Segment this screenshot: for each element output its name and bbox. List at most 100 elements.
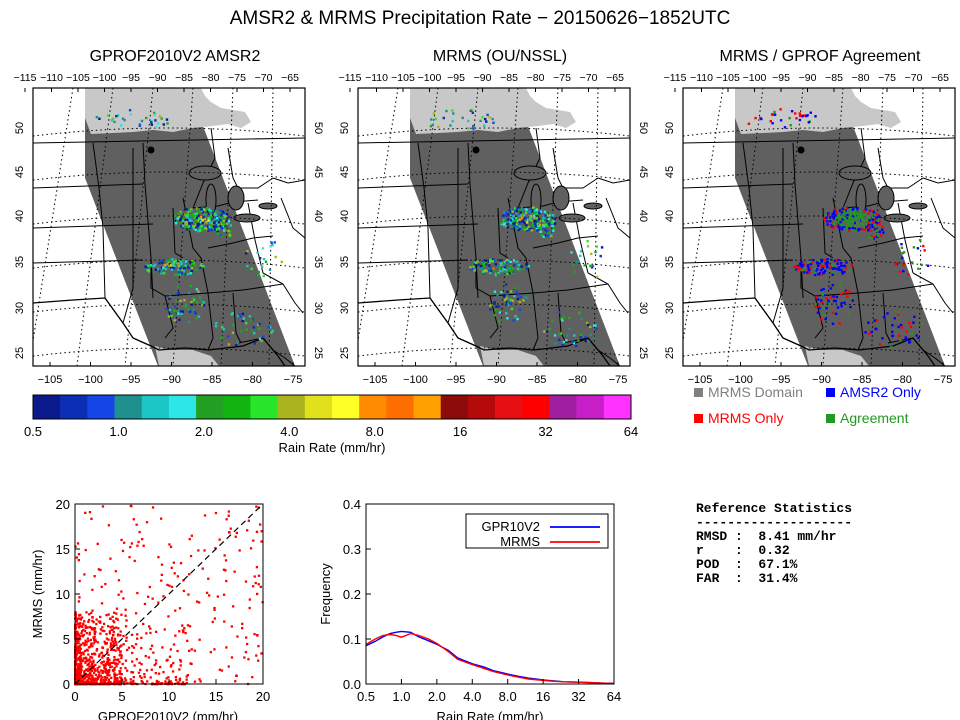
precip-pixel [430,118,433,121]
scatter-point [132,646,136,649]
precip-pixel [839,220,842,224]
precip-pixel [261,247,265,250]
scatter-point [129,681,132,684]
precip-pixel [532,206,535,209]
precip-pixel [538,212,541,215]
precip-pixel [516,223,519,226]
scatter-point [79,673,82,676]
scatter-point [169,545,173,548]
precip-pixel [823,269,827,273]
precip-pixel [809,266,812,270]
precip-pixel [190,262,194,265]
precip-pixel [893,317,896,320]
scatter-point [83,620,86,623]
precip-pixel [183,305,186,308]
scatter-point [87,662,90,665]
precip-pixel [591,264,595,268]
scatter-point [179,562,183,565]
precip-pixel [897,325,900,329]
precip-pixel [269,245,272,248]
precip-pixel [167,259,171,263]
precip-pixel [510,307,514,311]
precip-pixel [500,221,503,225]
precip-pixel [593,336,596,339]
precip-pixel [848,227,851,230]
precip-pixel [173,319,176,322]
precip-pixel [814,267,818,271]
precip-pixel [523,217,526,220]
scatter-point [196,600,199,603]
scatter-point [140,676,143,679]
precip-pixel [842,290,846,293]
scatter-point [79,625,83,628]
precip-pixel [822,287,825,291]
colorbar-tick-label: 8.0 [366,424,384,439]
scatter-point [186,674,189,677]
scatter-point [77,641,80,645]
precip-pixel [486,113,489,117]
precip-pixel [269,326,272,329]
precip-pixel [512,220,516,223]
scatter-point [84,668,88,672]
state-border-9 [172,207,184,259]
precip-pixel [215,225,218,228]
freq-x-tick: 64 [607,689,621,704]
scatter-point [78,663,82,667]
freq-y-tick: 0.0 [343,677,361,692]
precip-pixel [548,328,552,331]
precip-pixel [473,268,477,271]
precip-pixel [181,259,184,262]
precip-pixel [178,218,182,222]
scatter-point [120,538,123,542]
precip-pixel [541,223,545,227]
scatter-point [106,669,109,672]
scatter-point [257,574,261,577]
precip-pixel [833,267,836,270]
precip-pixel [184,260,188,263]
left-lat-label: 45 [14,166,26,178]
scatter-point [119,650,122,653]
scatter-point [151,597,154,600]
scatter-point [93,668,96,671]
left-lat-label: 30 [664,302,676,314]
scatter-point [253,633,256,636]
scatter-point [160,563,164,566]
precip-pixel [800,268,803,272]
bottom-lon-label: −100 [728,374,753,386]
precip-pixel [215,322,218,325]
top-lon-label: −85 [175,72,193,84]
precip-pixel [526,219,529,222]
precip-pixel [179,221,182,224]
scatter-point [154,672,157,675]
precip-pixel [865,226,868,229]
colorbar-swatch-15 [413,395,442,419]
precip-pixel [505,312,508,315]
scatter-point [107,613,110,616]
scatter-point [79,679,82,682]
precip-pixel [200,228,203,232]
precip-pixel [158,115,162,118]
precip-pixel [926,264,930,267]
scatter-point [123,677,127,680]
scatter-point [136,633,139,636]
scatter-point [74,623,77,626]
precip-pixel [519,267,522,270]
precip-pixel [869,229,873,232]
precip-pixel [851,299,854,302]
precip-pixel [566,334,569,337]
precip-pixel [220,235,223,238]
precip-pixel [187,225,191,228]
precip-pixel [518,213,521,216]
precip-pixel [516,219,519,223]
state-border-2 [683,183,794,189]
precip-pixel [505,303,508,307]
bottom-lon-label: −105 [363,374,388,386]
precip-pixel [146,266,149,269]
precip-pixel [853,224,857,228]
scatter-point [90,656,94,659]
precip-pixel [922,244,925,248]
scatter-point [188,573,191,576]
scatter-point [106,657,109,660]
scatter-point [83,672,86,676]
scatter-point [80,681,83,685]
